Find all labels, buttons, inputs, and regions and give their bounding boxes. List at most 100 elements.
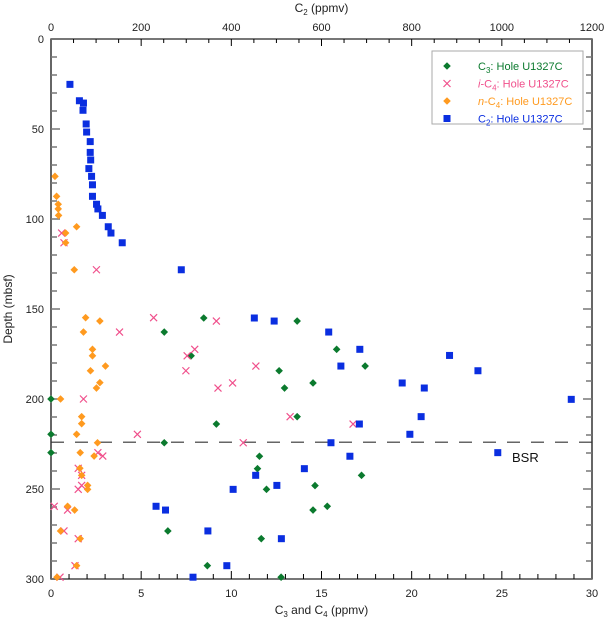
- c3-point: [293, 412, 301, 421]
- y-axis-tick-label: 250: [26, 484, 44, 496]
- nc4-point: [90, 452, 98, 460]
- c2-point: [277, 535, 285, 543]
- c2-point: [88, 192, 96, 200]
- c2-point: [300, 465, 308, 473]
- c2-point: [75, 97, 83, 105]
- c2-point: [494, 449, 502, 457]
- legend-marker-c3: [443, 62, 451, 70]
- c2-point: [270, 317, 278, 325]
- bsr-label: BSR: [512, 450, 539, 465]
- nc4-point: [72, 430, 81, 439]
- ic4-point: [181, 366, 190, 375]
- c2-point: [85, 165, 93, 173]
- c3-point: [203, 561, 212, 570]
- c3-point: [187, 352, 195, 360]
- c2-point: [87, 156, 95, 164]
- nc4-point: [61, 238, 70, 247]
- c2-point: [177, 266, 185, 274]
- ic4-point: [349, 420, 357, 428]
- c2-point: [118, 239, 126, 247]
- c3-point: [164, 527, 172, 535]
- c2-point: [86, 148, 94, 156]
- bottom-axis-tick-label: 5: [138, 588, 144, 600]
- c2-point: [229, 485, 237, 493]
- c3-point: [47, 430, 55, 439]
- nc4-point: [56, 527, 65, 535]
- c3-point: [47, 448, 55, 457]
- bottom-axis-tick-label: 15: [315, 588, 327, 600]
- ic4-point: [115, 328, 124, 336]
- bottom-axis-tick-label: 20: [406, 588, 418, 600]
- nc4-point: [63, 502, 72, 511]
- c3-point: [255, 452, 264, 461]
- c2-point: [86, 138, 94, 146]
- c2-point: [82, 120, 90, 128]
- legend-label-ic4: i-C4: Hole U1327C: [478, 79, 569, 93]
- c3-point: [212, 420, 221, 428]
- series-ic4: [50, 229, 357, 582]
- top-axis-tick-label: 600: [312, 22, 330, 34]
- top-axis-tick-label: 1000: [490, 22, 514, 34]
- c2-point: [66, 80, 74, 88]
- c2-point: [79, 106, 87, 114]
- nc4-point: [86, 366, 95, 375]
- c2-point: [355, 420, 363, 428]
- ic4-point: [286, 412, 295, 421]
- c2-point: [104, 223, 112, 231]
- nc4-point: [83, 481, 92, 490]
- c2-point: [107, 229, 115, 237]
- c3-point: [257, 534, 266, 543]
- c3-point: [309, 379, 317, 387]
- c3-point: [293, 317, 301, 325]
- bottom-axis-tick-label: 10: [225, 588, 237, 600]
- y-axis-tick-label: 0: [38, 34, 44, 46]
- legend-marker-ic4: [443, 79, 451, 88]
- c3-point: [280, 384, 289, 392]
- legend-label-c3: C3: Hole U1327C: [478, 61, 563, 75]
- c2-point: [417, 413, 425, 421]
- nc4-point: [54, 205, 63, 213]
- nc4-point: [88, 352, 97, 360]
- c3-point: [311, 481, 319, 490]
- top-axis-title: C2 (ppmv): [295, 1, 349, 17]
- legend-box: [431, 50, 584, 125]
- series-c3: [47, 314, 369, 581]
- c2-point: [252, 471, 260, 479]
- c2-point: [398, 379, 406, 387]
- y-axis-tick-label: 100: [26, 214, 44, 226]
- bottom-axis-tick-label: 0: [48, 588, 54, 600]
- nc4-point: [79, 328, 88, 336]
- ic4-point: [79, 395, 88, 403]
- c2-point: [98, 211, 106, 219]
- nc4-point: [54, 211, 63, 220]
- c2-point: [446, 351, 454, 359]
- top-axis-tick-label: 800: [402, 22, 420, 34]
- y-axis-tick-label: 150: [26, 304, 44, 316]
- y-axis-tick-label: 300: [26, 574, 44, 586]
- legend: C3: Hole U1327C i-C4: Hole U1327C n-C4: Ho…: [431, 50, 584, 128]
- ic4-point: [239, 438, 248, 447]
- c2-point: [273, 481, 281, 489]
- ic4-point: [214, 384, 222, 392]
- nc4-point: [77, 471, 86, 480]
- c2-point: [420, 384, 428, 392]
- ic4-point: [212, 317, 221, 325]
- nc4-point: [70, 506, 79, 514]
- c2-point: [79, 99, 87, 107]
- nc4-point: [72, 222, 81, 231]
- ic4-point: [98, 452, 107, 460]
- nc4-point: [52, 192, 61, 201]
- top-axis-tick-label: 0: [48, 22, 54, 34]
- nc4-point: [76, 464, 84, 473]
- c2-point: [337, 362, 345, 370]
- c2-point: [567, 395, 575, 403]
- nc4-point: [83, 485, 92, 494]
- series-c2: [66, 80, 575, 581]
- nc4-point: [70, 265, 79, 274]
- c2-point: [93, 200, 101, 208]
- nc4-point: [51, 172, 59, 181]
- legend-label-c2: C2: Hole U1327C: [478, 114, 563, 128]
- c2-point: [406, 430, 414, 438]
- c2-point: [327, 439, 335, 447]
- nc4-point: [56, 395, 65, 403]
